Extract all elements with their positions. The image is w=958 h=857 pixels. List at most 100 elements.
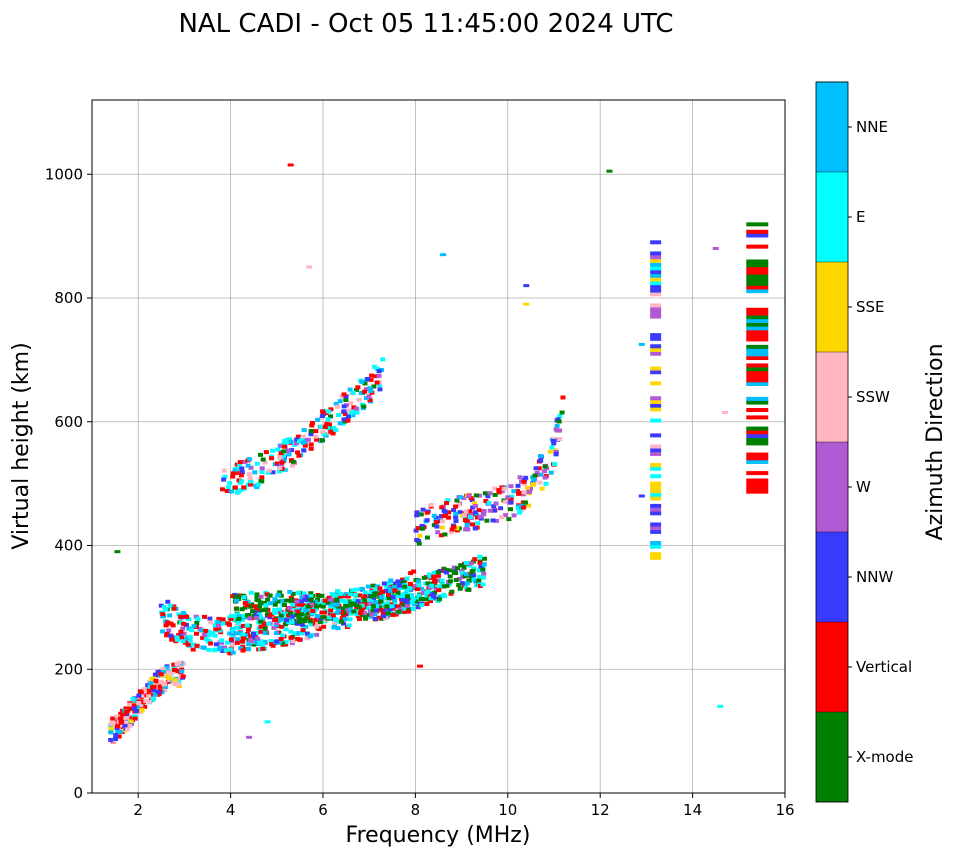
echo-point — [301, 434, 307, 439]
echo-point — [326, 615, 332, 620]
echo-point — [502, 499, 508, 504]
echo-point — [230, 474, 236, 479]
echo-point — [246, 735, 253, 739]
echo-point — [191, 642, 197, 647]
echo-point — [331, 624, 337, 629]
echo-point — [650, 544, 662, 549]
echo-point — [392, 588, 398, 593]
echo-point — [368, 594, 374, 599]
echo-point — [332, 606, 338, 611]
echo-point — [257, 452, 263, 457]
echo-point — [240, 623, 246, 628]
echo-point — [241, 595, 247, 600]
echo-point — [386, 595, 392, 600]
echo-point — [553, 427, 559, 432]
echo-point — [456, 502, 462, 507]
echo-point — [356, 397, 362, 402]
echo-point — [746, 266, 769, 271]
echo-point — [424, 535, 430, 540]
echo-point — [138, 703, 144, 708]
echo-point — [288, 439, 294, 444]
echo-point — [466, 578, 472, 583]
echo-point — [290, 463, 296, 468]
echo-point — [189, 628, 195, 633]
echo-point — [295, 631, 301, 636]
echo-point — [234, 606, 240, 611]
echo-point — [236, 614, 242, 619]
echo-point — [496, 490, 502, 495]
echo-point — [746, 352, 769, 357]
echo-point — [236, 462, 242, 467]
echo-point — [343, 603, 349, 608]
echo-point — [746, 344, 769, 349]
echo-point — [350, 390, 356, 395]
echo-point — [230, 642, 236, 647]
echo-point — [278, 451, 284, 456]
y-axis-label: Virtual height (km) — [9, 342, 34, 549]
echo-point — [253, 483, 259, 488]
echo-point — [328, 429, 334, 434]
echo-point — [291, 631, 297, 636]
echo-point — [388, 588, 394, 593]
x-tick-label: 6 — [318, 801, 328, 819]
echo-point — [746, 374, 769, 379]
echo-point — [221, 477, 227, 482]
echo-point — [305, 604, 311, 609]
echo-point — [276, 607, 282, 612]
echo-point — [171, 606, 177, 611]
echo-point — [247, 457, 253, 462]
echo-point — [403, 598, 409, 603]
echo-point — [407, 597, 413, 602]
echo-point — [318, 424, 324, 429]
echo-point — [272, 607, 278, 612]
echo-point — [514, 488, 520, 493]
echo-point — [508, 497, 514, 502]
echo-point — [148, 681, 154, 686]
echo-point — [315, 417, 321, 422]
echo-point — [245, 647, 251, 652]
echo-point — [363, 616, 369, 621]
echo-point — [254, 461, 260, 466]
echo-point — [434, 524, 440, 529]
echo-point — [650, 262, 662, 267]
echo-point — [299, 599, 305, 604]
echo-point — [370, 608, 376, 613]
echo-point — [435, 530, 441, 535]
echo-point — [115, 730, 121, 735]
echo-point — [457, 510, 463, 515]
echo-point — [373, 600, 379, 605]
echo-point — [746, 433, 769, 438]
echo-point — [221, 468, 227, 473]
echo-point — [285, 440, 291, 445]
echo-point — [146, 699, 152, 704]
colorbar-category-label: NNW — [856, 568, 893, 586]
echo-point — [538, 472, 544, 477]
echo-point — [108, 737, 114, 742]
echo-point — [343, 600, 349, 605]
plot-background — [92, 100, 785, 793]
echo-point — [258, 619, 264, 624]
echo-point — [114, 550, 121, 554]
echo-point — [464, 522, 470, 527]
echo-point — [334, 611, 340, 616]
echo-point — [308, 446, 314, 451]
echo-point — [240, 648, 246, 653]
echo-point — [556, 419, 562, 424]
echo-point — [212, 623, 218, 628]
echo-point — [364, 606, 370, 611]
echo-point — [341, 621, 347, 626]
echo-point — [240, 632, 246, 637]
echo-point — [368, 389, 374, 394]
echo-point — [258, 624, 264, 629]
echo-point — [206, 629, 212, 634]
echo-point — [349, 410, 355, 415]
echo-point — [407, 581, 413, 586]
echo-point — [283, 612, 289, 617]
echo-point — [303, 616, 309, 621]
echo-point — [428, 596, 434, 601]
echo-point — [246, 472, 252, 477]
echo-point — [650, 273, 662, 278]
echo-point — [378, 594, 384, 599]
echo-point — [123, 716, 129, 721]
